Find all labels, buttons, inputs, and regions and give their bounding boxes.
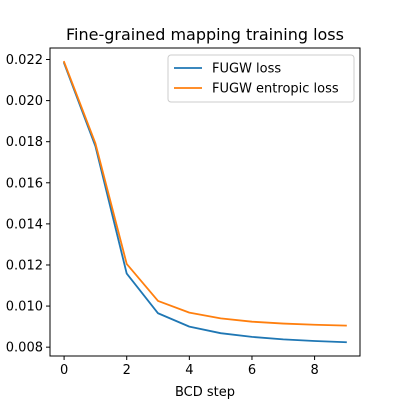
chart-title: Fine-grained mapping training loss <box>66 25 344 44</box>
y-tick-label: 0.022 <box>6 53 43 68</box>
plot-frame <box>49 47 361 357</box>
legend-label: FUGW entropic loss <box>212 82 339 97</box>
y-axis: 0.008 0.010 0.012 0.014 0.016 0.018 0.020 0.022 <box>6 53 50 356</box>
x-tick-label: 2 <box>123 363 131 378</box>
legend-label: FUGW loss <box>212 62 281 77</box>
legend: FUGW loss FUGW entropic loss <box>167 54 355 103</box>
y-tick-label: 0.012 <box>6 258 43 273</box>
x-axis-label: BCD step <box>175 385 235 400</box>
x-axis: 0 2 4 6 8 <box>60 356 319 378</box>
legend-box <box>167 54 355 103</box>
x-tick-label: 4 <box>185 363 193 378</box>
y-tick-label: 0.020 <box>6 94 43 109</box>
y-tick-label: 0.014 <box>6 217 43 232</box>
series-layer <box>62 60 347 344</box>
y-tick-label: 0.010 <box>6 300 43 315</box>
y-tick-label: 0.018 <box>6 135 43 150</box>
y-tick-label: 0.008 <box>6 341 43 356</box>
series-line-fugw-entropic-loss <box>62 60 347 327</box>
x-tick-label: 0 <box>60 363 68 378</box>
y-tick-label: 0.016 <box>6 176 43 191</box>
x-tick-label: 6 <box>248 363 256 378</box>
series-line-fugw-loss <box>62 62 347 344</box>
x-tick-label: 8 <box>310 363 318 378</box>
